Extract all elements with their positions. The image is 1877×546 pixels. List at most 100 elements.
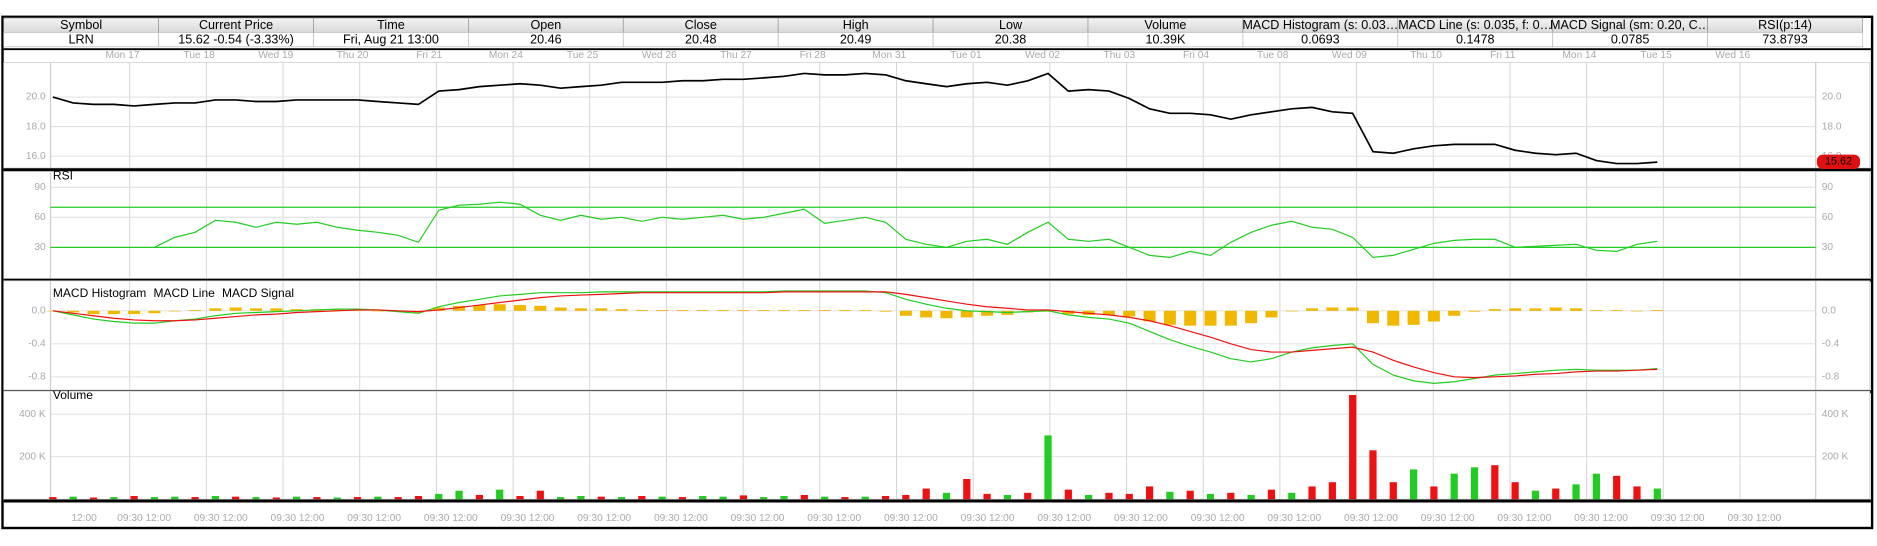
histogram-bar xyxy=(493,304,506,311)
histogram-bar xyxy=(879,310,892,312)
volume-bar xyxy=(313,497,321,500)
volume-bar xyxy=(394,497,402,500)
header-label: Volume xyxy=(1144,18,1186,32)
volume-bar xyxy=(658,496,666,500)
histogram-bar xyxy=(778,309,791,311)
volume-bar xyxy=(1003,494,1012,500)
y-tick-label: 90 xyxy=(1822,182,1834,193)
volume-bar xyxy=(983,493,991,500)
volume-bar xyxy=(821,496,829,500)
histogram-bar xyxy=(1346,307,1359,311)
time-label: 09:30 12:00 xyxy=(1727,513,1781,524)
header-label: Current Price xyxy=(199,18,273,32)
histogram-bar xyxy=(290,309,303,311)
time-label: 09:30 12:00 xyxy=(731,513,785,524)
date-label: Fri 28 xyxy=(800,50,826,61)
histogram-bar xyxy=(1326,307,1339,311)
volume-bar xyxy=(475,494,483,500)
y-tick-label: 18.0 xyxy=(1822,121,1842,132)
histogram-bar xyxy=(899,310,912,316)
data-line xyxy=(52,290,1658,385)
header-label: Symbol xyxy=(60,18,102,32)
legend-entry: MACD Histogram xyxy=(53,286,146,300)
date-label: Wed 19 xyxy=(258,50,293,61)
y-tick-label: 20.0 xyxy=(1822,92,1842,103)
histogram-bar xyxy=(1224,310,1237,326)
pane-title: Volume xyxy=(53,388,93,402)
y-tick-label: -0.8 xyxy=(28,371,46,382)
date-label: Mon 31 xyxy=(872,50,906,61)
date-label: Tue 15 xyxy=(1640,50,1672,61)
date-label: Thu 27 xyxy=(720,50,752,61)
histogram-bar xyxy=(960,310,973,318)
header-value: 20.48 xyxy=(685,33,717,47)
histogram-bar xyxy=(940,310,953,319)
y-tick-label: -0.4 xyxy=(28,338,46,349)
y-tick-label: 30 xyxy=(34,242,46,253)
volume-bar xyxy=(49,497,57,500)
volume-bar xyxy=(496,489,504,500)
data-line xyxy=(154,201,1658,259)
date-label: Mon 24 xyxy=(489,50,523,61)
header-label: Time xyxy=(377,18,405,32)
volume-bar xyxy=(150,497,159,500)
histogram-bar xyxy=(473,305,486,311)
header-label: Close xyxy=(685,18,717,32)
volume-bar xyxy=(557,497,565,500)
y-tick-label: 0.0 xyxy=(32,305,46,316)
histogram-bar xyxy=(717,309,730,311)
volume-bar xyxy=(1064,489,1072,500)
volume-bar xyxy=(1206,493,1215,500)
date-label: Fri 11 xyxy=(1490,50,1516,61)
volume-bar xyxy=(1186,490,1194,500)
y-tick-label: -0.8 xyxy=(1822,371,1840,382)
volume-bar xyxy=(1389,482,1397,500)
volume-bar xyxy=(841,497,849,500)
time-label: 09:30 12:00 xyxy=(577,513,631,524)
histogram-bar xyxy=(148,310,161,314)
histogram-bar xyxy=(696,309,709,311)
volume-bar xyxy=(1349,395,1357,500)
header-value: 0.1478 xyxy=(1456,33,1495,47)
header-value: 15.62 -0.54 (-3.33%) xyxy=(178,33,294,47)
volume-bar xyxy=(232,496,240,500)
header-value: 20.46 xyxy=(530,33,562,47)
time-label: 09:30 12:00 xyxy=(501,513,555,524)
y-tick-label: 60 xyxy=(1822,212,1834,223)
y-tick-label: 18.0 xyxy=(26,121,46,132)
y-tick-label: 20.0 xyxy=(26,92,46,103)
histogram-bar xyxy=(757,309,770,311)
volume-bar xyxy=(455,490,463,500)
volume-bar xyxy=(353,497,362,500)
date-label: Wed 02 xyxy=(1025,50,1060,61)
histogram-bar xyxy=(595,308,608,311)
histogram-bar xyxy=(920,310,933,318)
histogram-bar xyxy=(798,309,811,311)
header-value: 10.39K xyxy=(1145,33,1186,47)
pane xyxy=(3,62,1871,169)
histogram-bar xyxy=(1123,310,1136,317)
header-label: RSI(p:14) xyxy=(1758,18,1812,32)
histogram-bar xyxy=(128,310,141,315)
data-line xyxy=(52,291,1658,379)
volume-bar xyxy=(1613,475,1621,500)
histogram-bar xyxy=(1570,308,1583,311)
histogram-bar xyxy=(1651,309,1664,311)
time-label: 09:30 12:00 xyxy=(1114,513,1168,524)
volume-bar xyxy=(293,496,301,500)
volume-bar xyxy=(1511,482,1519,500)
volume-bar xyxy=(536,490,544,500)
histogram-bar xyxy=(453,305,466,311)
y-tick-label: 60 xyxy=(34,212,46,223)
last-price-badge xyxy=(1816,154,1861,169)
date-label: Tue 25 xyxy=(567,50,599,61)
time-label: 09:30 12:00 xyxy=(194,513,248,524)
histogram-bar xyxy=(1407,310,1420,325)
time-label: 12:00 xyxy=(71,513,97,524)
volume-bar xyxy=(69,496,77,500)
y-tick-label: 90 xyxy=(34,182,46,193)
volume-bar xyxy=(1572,484,1580,500)
histogram-bar xyxy=(1366,310,1379,324)
